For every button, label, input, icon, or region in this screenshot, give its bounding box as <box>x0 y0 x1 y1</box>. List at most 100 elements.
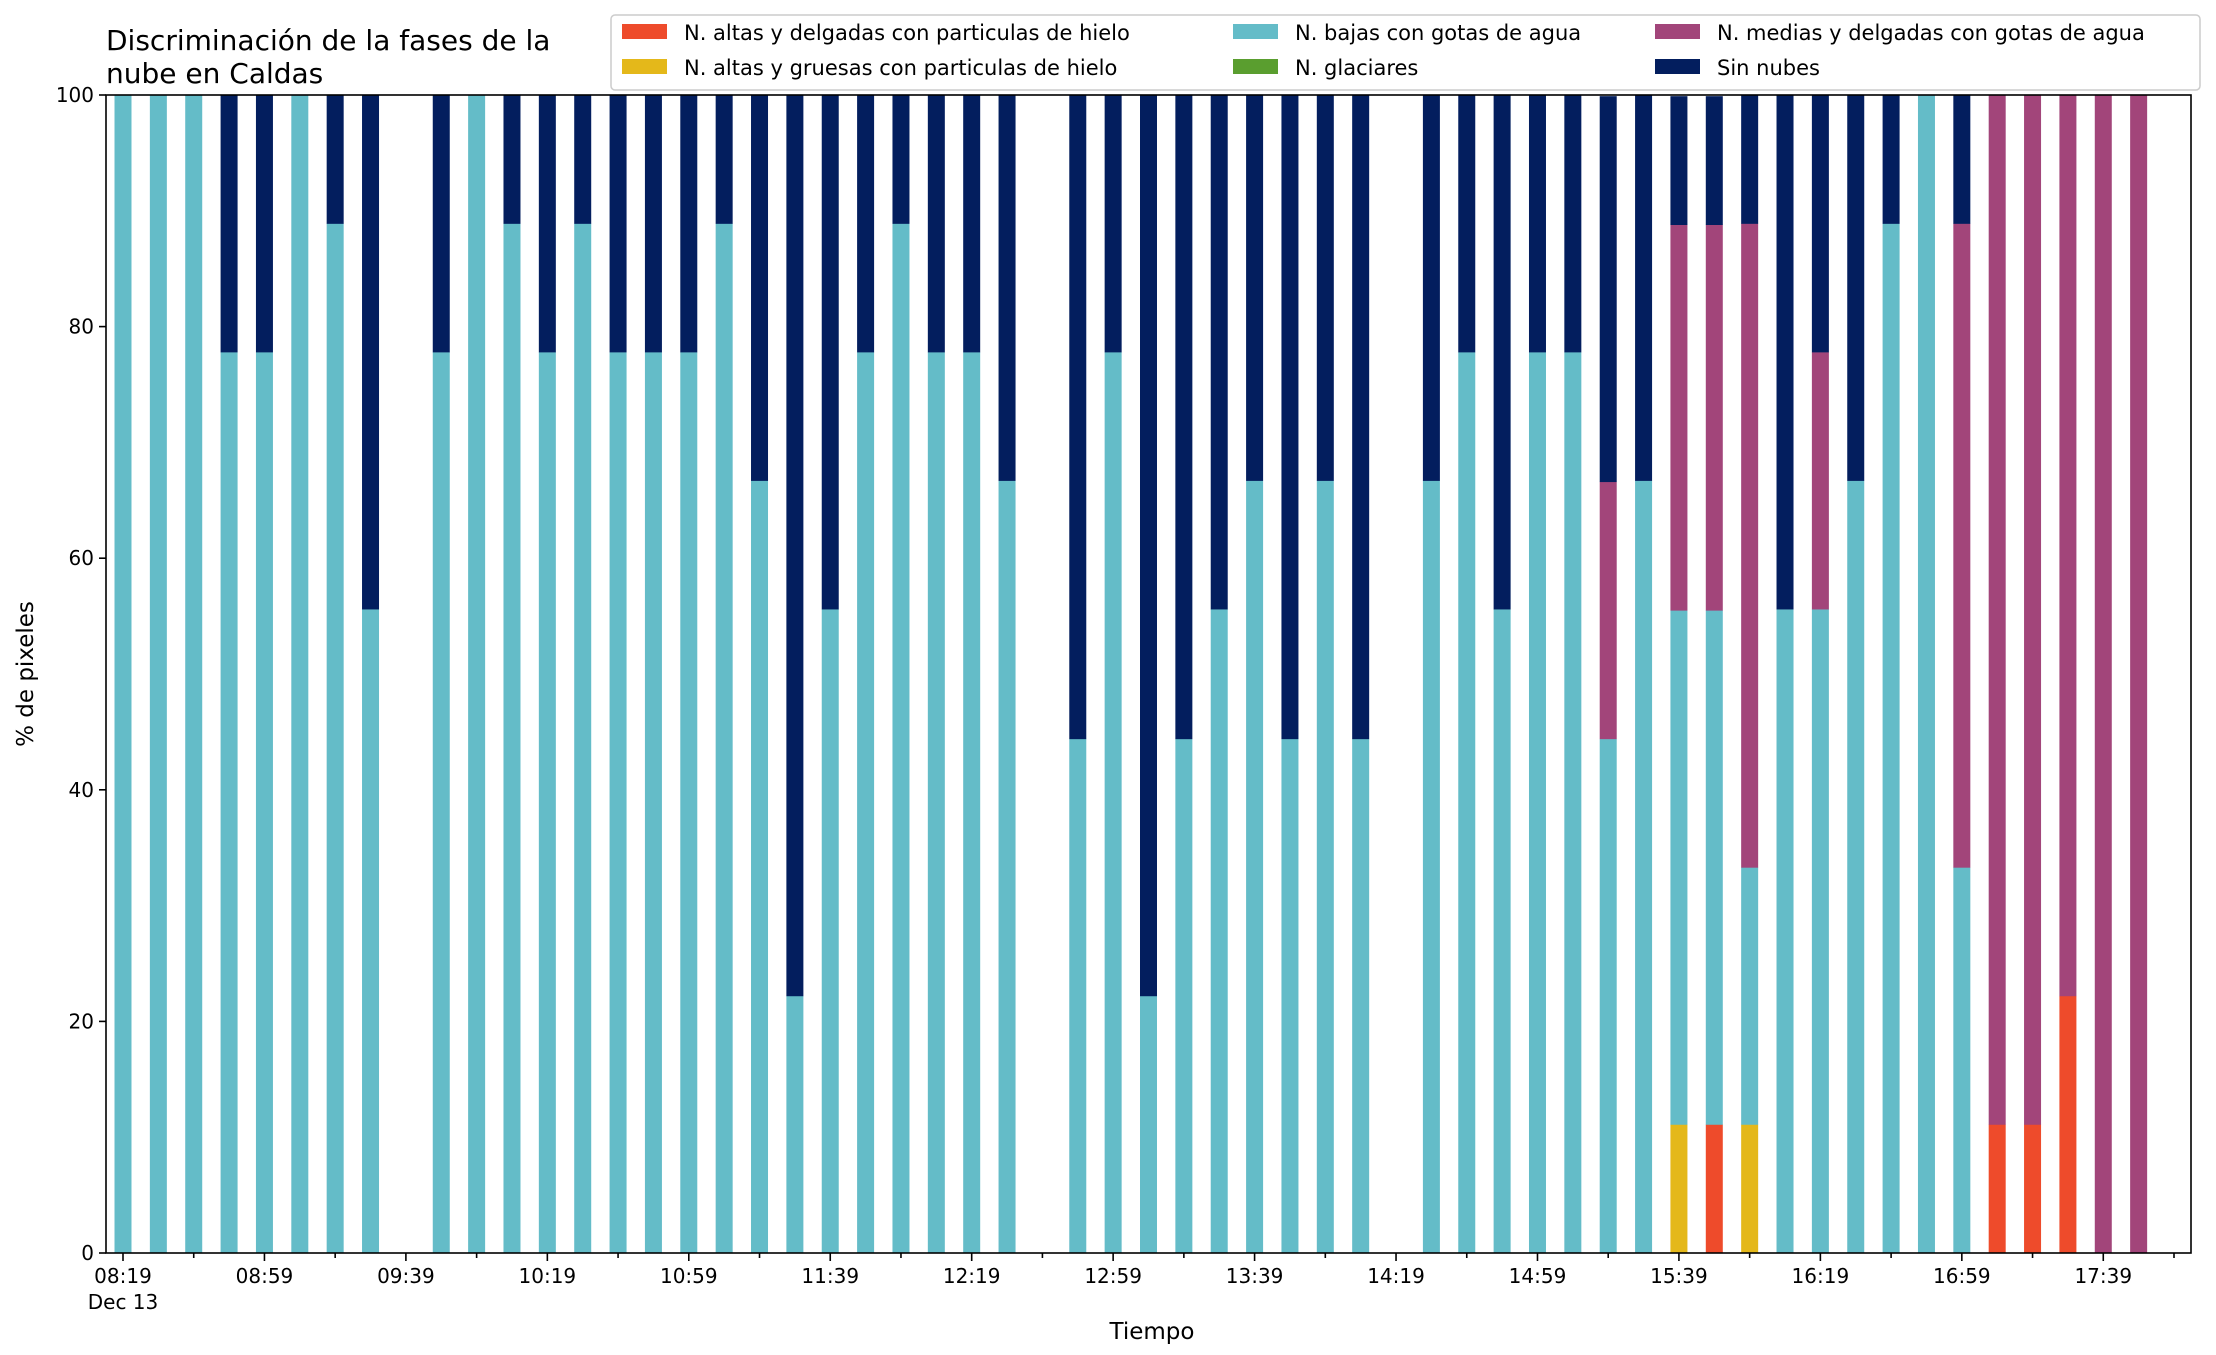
legend-swatch <box>1655 24 1700 39</box>
x-tick-label: 12:19 <box>943 1264 1001 1288</box>
bar-segment <box>644 95 662 353</box>
bar-segment <box>1953 223 1971 868</box>
bar-segment <box>2130 95 2148 1254</box>
bar-segment <box>1246 95 1264 481</box>
bar-segment <box>362 95 380 610</box>
bar-segment <box>2059 995 2077 1254</box>
bar-segment <box>538 352 556 1254</box>
y-tick-label: 100 <box>56 83 94 107</box>
bar-segment <box>1599 738 1617 1254</box>
x-tick-label: 14:19 <box>1367 1264 1425 1288</box>
bar-segment <box>2059 95 2077 997</box>
chart-title: Discriminación de la fases de la nube en… <box>106 24 559 90</box>
y-axis: 0 20 40 60 80 100 <box>56 83 106 1265</box>
bar-segment <box>715 95 733 224</box>
bar-segment <box>1104 352 1122 1254</box>
bar-segment <box>432 352 450 1254</box>
bar-segment <box>1705 610 1723 1125</box>
bar-segment <box>1776 95 1794 610</box>
bar-segment <box>751 480 769 1254</box>
x-tick-label: 17:39 <box>2074 1264 2132 1288</box>
legend: N. altas y delgadas con particulas de hi… <box>610 14 2201 91</box>
bar-segment <box>1458 95 1476 353</box>
bar-segment <box>892 223 910 1254</box>
legend-swatch <box>622 59 667 74</box>
x-tick-label: 15:39 <box>1650 1264 1708 1288</box>
bar-segment <box>432 95 450 353</box>
bar-segment <box>1069 95 1087 740</box>
bar-segment <box>2024 95 2042 1125</box>
bar-segment <box>821 95 839 610</box>
chart-title-line-1: Discriminación de la fases de la <box>106 24 550 57</box>
legend-label: N. bajas con gotas de agua <box>1295 21 1581 45</box>
bar-segment <box>1281 95 1299 740</box>
bar-segment <box>1175 95 1193 740</box>
legend-label: N. altas y delgadas con particulas de hi… <box>684 21 1130 45</box>
bar-segment <box>1210 95 1228 610</box>
bar-segment <box>1670 1124 1688 1254</box>
bar-segment <box>1422 480 1440 1254</box>
bar-segment <box>1670 96 1688 225</box>
bar-segment <box>1882 95 1900 224</box>
bar-segment <box>1705 224 1723 611</box>
bar-segment <box>255 352 273 1254</box>
bar-segment <box>1564 95 1582 353</box>
bar-segment <box>1599 96 1617 483</box>
bar-segment <box>821 609 839 1254</box>
y-tick-label: 80 <box>69 315 94 339</box>
bar-segment <box>1564 352 1582 1254</box>
plot-frame <box>105 94 2192 1254</box>
bar-segment <box>609 352 627 1254</box>
bar-segment <box>574 223 592 1254</box>
bar-segment <box>786 95 804 997</box>
legend-label: N. altas y gruesas con particulas de hie… <box>684 56 1117 80</box>
bar-segment <box>220 352 238 1254</box>
bar-segment <box>715 223 733 1254</box>
bar-segment <box>1316 95 1334 481</box>
legend-frame <box>610 14 2201 91</box>
legend-label: N. medias y delgadas con gotas de agua <box>1717 21 2145 45</box>
bar-segment <box>680 352 698 1254</box>
bar-segment <box>1599 481 1617 740</box>
bar-segment <box>185 95 203 1254</box>
bar-segment <box>291 95 309 1254</box>
bar-segment <box>503 95 521 224</box>
x-tick-label: 14:59 <box>1509 1264 1567 1288</box>
x-tick-label: 16:59 <box>1933 1264 1991 1288</box>
legend-swatch <box>1233 59 1278 74</box>
legend-label: Sin nubes <box>1717 56 1820 80</box>
bar-segment <box>1104 95 1122 353</box>
bar-segment <box>326 223 344 1254</box>
bar-segment <box>1458 352 1476 1254</box>
bar-segment <box>1140 95 1157 997</box>
bar-segment <box>1316 480 1334 1254</box>
bar-segment <box>1953 95 1971 224</box>
x-tick-label: 08:19 <box>94 1264 152 1288</box>
bar-segment <box>680 95 698 353</box>
bar-segment <box>1741 1124 1759 1254</box>
y-tick-label: 0 <box>81 1241 94 1265</box>
x-tick-label: 13:39 <box>1226 1264 1284 1288</box>
bar-segment <box>362 609 380 1254</box>
bar-segment <box>2094 95 2112 1254</box>
bar-segment <box>1811 352 1829 610</box>
bar-segment <box>998 480 1016 1254</box>
legend-swatch <box>1233 24 1278 39</box>
bar-segment <box>1917 95 1935 1254</box>
bar-segment <box>1352 738 1370 1254</box>
legend-label: N. glaciares <box>1295 56 1418 80</box>
x-tick-label: 11:39 <box>801 1264 859 1288</box>
bar-segment <box>1705 1124 1723 1254</box>
bar-segment <box>609 95 627 353</box>
bar-segment <box>1953 867 1971 1254</box>
bar-segment <box>1140 995 1157 1254</box>
legend-swatch <box>1655 59 1700 74</box>
bar-segment <box>1741 223 1759 868</box>
bar-segment <box>1988 1124 2006 1254</box>
bar-segment <box>503 223 521 1254</box>
bar-segment <box>927 95 945 353</box>
bar-segment <box>1635 480 1653 1254</box>
bar-segment <box>1635 95 1653 481</box>
bar-segment <box>149 95 167 1254</box>
